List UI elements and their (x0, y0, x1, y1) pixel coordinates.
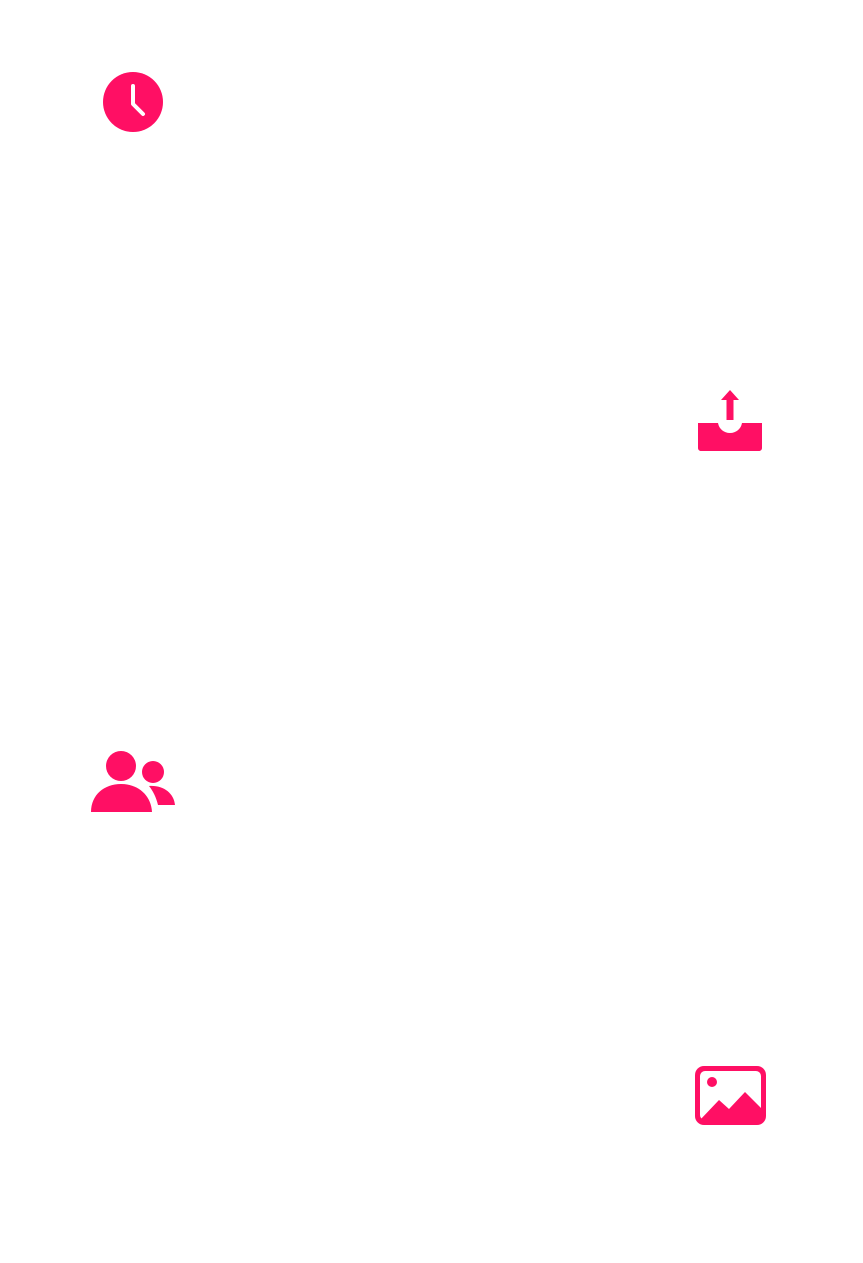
clock-icon (103, 72, 163, 132)
upload-tray-icon (698, 390, 762, 451)
image-icon (695, 1066, 766, 1125)
people-icon (91, 751, 176, 812)
